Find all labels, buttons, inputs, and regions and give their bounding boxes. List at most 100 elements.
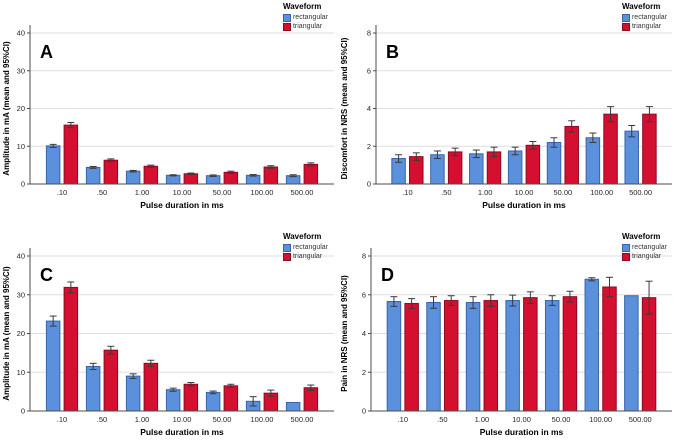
legend-row-rectangular: rectangular bbox=[282, 13, 328, 22]
x-tick-label: .10 bbox=[402, 188, 412, 197]
bar-rectangular bbox=[624, 130, 639, 185]
bar-rectangular bbox=[85, 166, 101, 185]
x-tick-label: .50 bbox=[437, 415, 447, 424]
legend-row-triangular: triangular bbox=[282, 252, 322, 261]
x-tick-label: 500.00 bbox=[629, 415, 652, 424]
y-tick-label: 4 bbox=[362, 329, 366, 338]
rectangular-swatch-icon bbox=[621, 13, 630, 22]
y-tick-labels: 0 10 20 30 40 bbox=[17, 252, 30, 416]
chart-C-svg: 0 10 20 30 40 .10 .50 1.00 10.00 50.00 100.00 500.0… bbox=[2, 248, 334, 437]
legend-label: rectangular bbox=[631, 14, 667, 21]
legend-B: Waveform rectangular triangular bbox=[621, 2, 667, 31]
bar-rectangular bbox=[505, 300, 520, 412]
x-axis-title: Pulse duration in ms bbox=[140, 200, 224, 210]
triangular-swatch-icon bbox=[282, 252, 291, 261]
x-tick-label: 500.00 bbox=[291, 415, 314, 424]
x-tick-label: 100.00 bbox=[590, 188, 613, 197]
bars bbox=[45, 124, 319, 185]
y-tick-label: 6 bbox=[367, 66, 371, 75]
triangular-swatch-icon bbox=[282, 22, 291, 31]
panel-letter: A bbox=[40, 42, 53, 62]
x-tick-label: 10.00 bbox=[173, 415, 192, 424]
y-tick-label: 20 bbox=[17, 329, 25, 338]
rectangular-swatch-icon bbox=[282, 243, 291, 252]
error-bars bbox=[390, 276, 653, 315]
bar-triangular bbox=[303, 387, 319, 412]
error-bars bbox=[395, 106, 653, 163]
x-tick-label: 10.00 bbox=[515, 188, 534, 197]
bar-triangular bbox=[602, 286, 617, 412]
legend-label: rectangular bbox=[292, 14, 328, 21]
y-axis-title: Amplitude in mA (mean and 95%CI) bbox=[2, 266, 11, 401]
legend-row-triangular: triangular bbox=[621, 22, 662, 31]
x-tick-label: 1.00 bbox=[135, 415, 150, 424]
bar-rectangular bbox=[624, 295, 639, 412]
bar-triangular bbox=[223, 385, 239, 412]
rectangular-swatch-icon bbox=[621, 243, 630, 252]
bar-triangular bbox=[223, 171, 239, 185]
gridlines bbox=[371, 255, 672, 373]
bar-rectangular bbox=[584, 278, 600, 412]
bar-triangular bbox=[603, 113, 618, 185]
x-tick-label: .10 bbox=[57, 188, 67, 197]
x-tick-labels: .10 .50 1.00 10.00 50.00 100.00 500.00 bbox=[57, 188, 314, 197]
bar-triangular bbox=[562, 296, 578, 412]
x-tick-labels: .10 .50 1.00 10.00 50.00 100.00 500.00 bbox=[57, 415, 314, 424]
x-tick-label: 500.00 bbox=[291, 188, 314, 197]
triangular-swatch-icon bbox=[621, 252, 630, 261]
x-tick-label: 10.00 bbox=[512, 415, 531, 424]
legend-title: Waveform bbox=[282, 232, 322, 241]
bar-rectangular bbox=[386, 301, 402, 412]
rectangular-swatch-icon bbox=[282, 13, 291, 22]
x-axis-title: Pulse duration in ms bbox=[140, 427, 224, 437]
bar-triangular bbox=[303, 163, 319, 185]
bar-triangular bbox=[642, 113, 657, 185]
bar-triangular bbox=[183, 383, 199, 412]
bar-rectangular bbox=[469, 153, 484, 185]
x-axis-title: Pulse duration in ms bbox=[482, 200, 566, 210]
bar-triangular bbox=[263, 166, 279, 185]
x-tick-label: 50.00 bbox=[553, 188, 572, 197]
legend-row-triangular: triangular bbox=[621, 252, 661, 261]
bar-rectangular bbox=[45, 320, 61, 412]
panel-letter: C bbox=[40, 265, 53, 285]
chart-A-svg: 0 10 20 30 40 .10 .50 1.00 10.00 50.00 100.00 500.0… bbox=[2, 25, 334, 210]
bar-rectangular bbox=[165, 389, 181, 412]
bar-triangular bbox=[103, 349, 119, 412]
bar-rectangular bbox=[544, 300, 560, 412]
y-tick-label: 6 bbox=[362, 290, 366, 299]
y-tick-label: 0 bbox=[362, 407, 366, 416]
bar-triangular bbox=[103, 159, 119, 185]
x-tick-label: 50.00 bbox=[213, 415, 232, 424]
bar-rectangular bbox=[285, 401, 301, 412]
bar-triangular bbox=[63, 286, 79, 412]
triangular-swatch-icon bbox=[621, 22, 630, 31]
bar-triangular bbox=[143, 362, 159, 412]
legend-title: Waveform bbox=[621, 2, 661, 11]
panel-B: 0 2 4 6 8 .10 .50 1.00 10.00 50.00 100.00 500.00 Pul… bbox=[338, 0, 677, 220]
x-tick-label: 1.00 bbox=[478, 188, 493, 197]
panel-C: 0 10 20 30 40 .10 .50 1.00 10.00 50.00 100.00 500.0… bbox=[0, 220, 338, 440]
bar-triangular bbox=[525, 144, 541, 185]
bars bbox=[391, 113, 657, 185]
bar-triangular bbox=[641, 297, 657, 412]
x-tick-labels: .10 .50 1.00 10.00 50.00 100.00 500.00 bbox=[402, 188, 652, 197]
x-axis-title: Pulse duration in ms bbox=[480, 427, 564, 437]
legend-title: Waveform bbox=[282, 2, 322, 11]
axes bbox=[370, 248, 672, 412]
x-tick-label: 50.00 bbox=[552, 415, 571, 424]
y-tick-label: 4 bbox=[367, 104, 371, 113]
y-tick-labels: 0 2 4 6 8 bbox=[362, 252, 371, 416]
bar-rectangular bbox=[507, 150, 523, 185]
chart-D-svg: 0 2 4 6 8 .10 .50 1.00 10.00 50.00 100.00 500.00 Pul… bbox=[340, 248, 672, 437]
legend-label: triangular bbox=[631, 23, 662, 30]
x-tick-label: .50 bbox=[97, 188, 107, 197]
bar-rectangular bbox=[45, 145, 61, 185]
bar-rectangular bbox=[465, 302, 481, 412]
x-tick-label: 100.00 bbox=[251, 188, 274, 197]
bar-triangular bbox=[443, 300, 459, 412]
y-axis-title: Pain in NRS (mean and 95%CI) bbox=[340, 275, 349, 392]
y-tick-label: 40 bbox=[17, 29, 25, 38]
x-tick-label: 100.00 bbox=[251, 415, 274, 424]
